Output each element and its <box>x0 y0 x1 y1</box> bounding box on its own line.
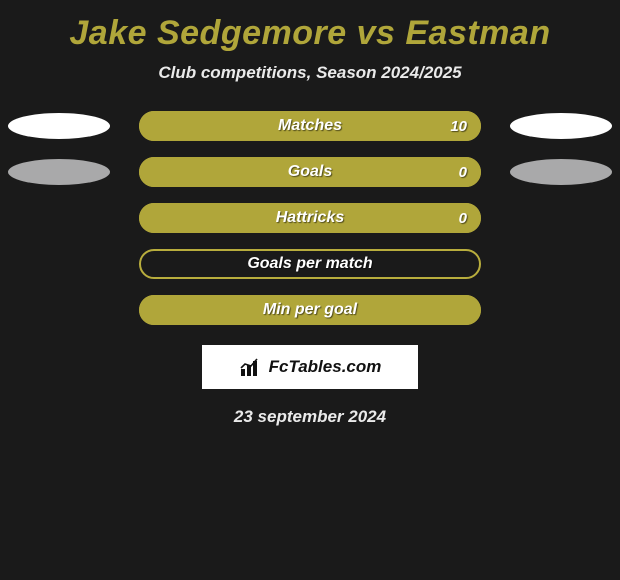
stat-value: 10 <box>450 111 467 141</box>
comparison-card: Jake Sedgemore vs Eastman Club competiti… <box>0 0 620 427</box>
date-label: 23 september 2024 <box>234 407 386 427</box>
stat-bar: Min per goal <box>139 295 481 325</box>
player-right-oval <box>510 113 612 139</box>
stat-row: Matches10 <box>0 111 620 141</box>
stat-row: Goals per match <box>0 249 620 279</box>
player-left-oval <box>8 159 110 185</box>
stat-label: Min per goal <box>139 295 481 325</box>
stat-row: Goals0 <box>0 157 620 187</box>
stat-bar: Hattricks0 <box>139 203 481 233</box>
stat-row: Hattricks0 <box>0 203 620 233</box>
stats-area: Matches10Goals0Hattricks0Goals per match… <box>0 111 620 325</box>
stat-bar: Goals0 <box>139 157 481 187</box>
stat-label: Matches <box>139 111 481 141</box>
stat-label: Goals per match <box>139 249 481 279</box>
stat-label: Hattricks <box>139 203 481 233</box>
player-right-oval <box>510 159 612 185</box>
stat-value: 0 <box>459 157 467 187</box>
stat-bar: Matches10 <box>139 111 481 141</box>
brand-logo[interactable]: FcTables.com <box>202 345 418 389</box>
page-title: Jake Sedgemore vs Eastman <box>69 14 550 53</box>
subtitle: Club competitions, Season 2024/2025 <box>158 63 461 83</box>
stat-label: Goals <box>139 157 481 187</box>
chart-icon <box>239 357 263 377</box>
brand-name: FcTables.com <box>269 357 382 377</box>
stat-value: 0 <box>459 203 467 233</box>
player-left-oval <box>8 113 110 139</box>
stat-bar: Goals per match <box>139 249 481 279</box>
stat-row: Min per goal <box>0 295 620 325</box>
